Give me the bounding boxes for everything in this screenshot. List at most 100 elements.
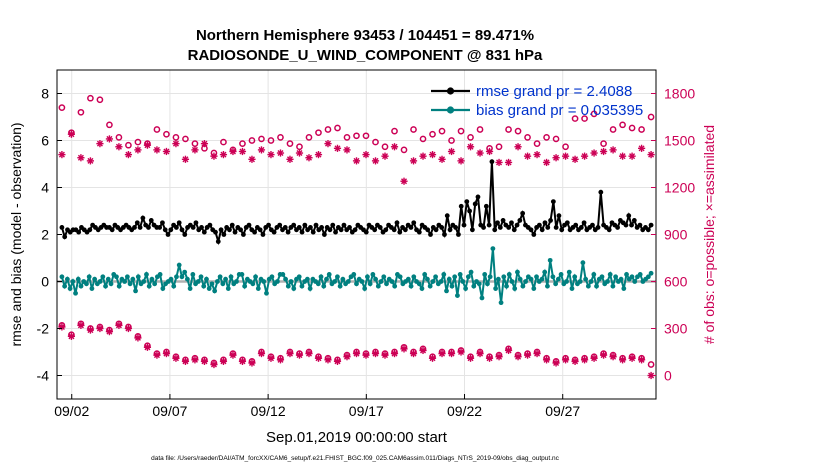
obs_assimilated_lower-marker (67, 332, 76, 340)
obs_assimilated-marker (153, 146, 161, 154)
obs_assimilated_lower-marker (362, 351, 370, 359)
obs_assimilated_lower-marker (210, 360, 218, 369)
obs_assimilated_lower-marker (219, 357, 228, 365)
obs_assimilated_lower-marker (419, 346, 427, 355)
obs_possible-marker (581, 115, 588, 122)
bias-point (501, 274, 507, 280)
bias-point (305, 276, 310, 282)
bias-point (114, 274, 119, 280)
bias-point (223, 276, 228, 282)
rmse-point (299, 229, 305, 235)
obs_possible-marker (448, 137, 455, 144)
rmse-point (545, 225, 551, 230)
legend-marker-1 (446, 106, 455, 114)
bias-point (261, 279, 267, 284)
x-tick-label: 09/12 (251, 403, 286, 419)
bias-point (141, 279, 147, 284)
bias-point (490, 246, 496, 252)
obs_assimilated_lower-marker (628, 354, 636, 362)
bias-point (528, 276, 534, 282)
bias-point (288, 279, 294, 284)
bias-point (444, 288, 449, 294)
obs_assimilated-marker (257, 146, 266, 154)
bias-point (264, 290, 269, 296)
bias-point (146, 283, 152, 289)
obs_assimilated-marker (248, 155, 256, 163)
rmse-point (511, 227, 517, 233)
y-tick-label-right: 1500 (664, 133, 695, 149)
obs_possible-marker (476, 126, 484, 133)
rmse-point (509, 220, 514, 226)
rmse-point (134, 220, 140, 226)
bias-point (558, 272, 564, 277)
rmse-point (442, 232, 447, 237)
rmse-point (590, 222, 595, 228)
x-tick-label: 09/27 (545, 403, 580, 419)
obs_assimilated_lower-marker (276, 356, 285, 364)
bias-point (225, 286, 231, 291)
rmse-point (157, 225, 163, 230)
obs_assimilated_lower-marker (77, 321, 85, 329)
bias-point (506, 272, 512, 277)
bias-point (564, 279, 569, 284)
rmse-point (199, 225, 204, 230)
bias-point (59, 274, 65, 280)
bias-point (411, 274, 417, 280)
rmse-point (347, 225, 352, 230)
obs_assimilated-marker (305, 154, 313, 162)
obs_possible-marker (619, 121, 626, 129)
obs_assimilated-marker (514, 143, 522, 151)
bias-point (92, 276, 98, 282)
rmse-point (456, 232, 461, 237)
bias-point (427, 283, 433, 289)
obs_assimilated_lower-marker (343, 353, 351, 361)
obs_assimilated-marker (504, 158, 513, 167)
rmse-point (109, 227, 115, 233)
rmse-point (285, 229, 291, 235)
x-tick-label: 09/02 (54, 403, 89, 419)
bias-point (212, 288, 218, 294)
bias-point (67, 286, 73, 291)
rmse-point (517, 218, 523, 223)
obs_assimilated_lower-marker (305, 349, 313, 358)
obs_assimilated-marker (172, 140, 180, 148)
bias-point (373, 276, 378, 282)
obs_assimilated-marker (371, 157, 380, 165)
rmse-point (302, 222, 308, 228)
obs_assimilated-marker (200, 140, 209, 148)
rmse-point (193, 220, 199, 226)
bias-point (476, 281, 482, 287)
obs_assimilated-marker (542, 158, 551, 167)
obs_assimilated-marker (476, 149, 484, 157)
obs_assimilated-marker (571, 155, 579, 163)
obs_possible-marker (286, 140, 294, 147)
bias-point (239, 272, 245, 277)
obs_assimilated-marker (647, 151, 655, 159)
bias-point (607, 272, 613, 277)
rmse-point (629, 222, 634, 228)
obs_assimilated_lower-marker (514, 353, 522, 361)
obs_possible-marker (647, 113, 655, 121)
bias-point (495, 276, 501, 282)
rmse-point (252, 229, 257, 235)
bias-point (553, 281, 559, 287)
bias-point (378, 279, 384, 284)
bias-point (539, 276, 545, 282)
rmse-point (475, 194, 481, 200)
obs_assimilated-marker (238, 147, 247, 156)
bias-point (253, 274, 258, 280)
rmse-point (59, 225, 65, 230)
obs_assimilated-marker (438, 155, 446, 163)
obs_assimilated-marker (86, 157, 95, 165)
obs_possible-marker (372, 138, 379, 146)
rmse-point (76, 229, 82, 235)
bias-point (523, 279, 529, 284)
bias-point (182, 269, 188, 275)
y-tick-label-left: 0 (41, 274, 49, 290)
obs_assimilated-marker (580, 152, 589, 160)
obs_possible-marker (296, 143, 303, 151)
rmse-point (573, 222, 579, 228)
obs_assimilated-marker (267, 151, 275, 159)
rmse-point (372, 227, 378, 233)
bias-point (545, 283, 550, 289)
